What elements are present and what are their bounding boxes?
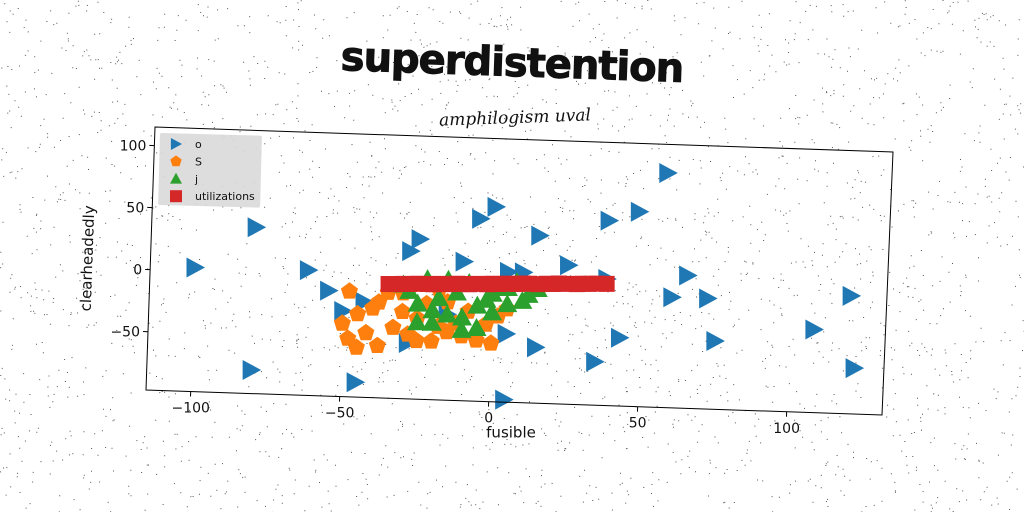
y-axis-ticks: −50 0 50 100 <box>110 139 155 341</box>
point-o-21 <box>610 327 630 348</box>
point-j-1 <box>407 293 428 312</box>
point-o-18 <box>586 351 605 372</box>
point-j-17 <box>518 284 539 303</box>
point-S-5 <box>357 323 375 341</box>
point-o-26 <box>699 288 718 309</box>
point-o-32 <box>346 372 366 393</box>
x-tick-label: 100 <box>773 421 800 437</box>
y-tick-label: 100 <box>120 139 147 155</box>
point-o-9 <box>455 251 475 272</box>
point-j-24 <box>407 312 428 331</box>
point-o-10 <box>472 208 491 229</box>
x-tick-label: −100 <box>171 401 209 417</box>
series-utilizations <box>380 275 615 293</box>
point-j-20 <box>451 319 472 338</box>
point-o-28 <box>805 319 824 340</box>
point-j-21 <box>466 317 487 336</box>
point-S-28 <box>407 331 425 349</box>
point-o-20 <box>600 210 620 231</box>
point-j-10 <box>467 295 488 314</box>
point-o-7 <box>411 229 431 250</box>
y-axis-label: clearheadedly <box>77 205 99 312</box>
point-j-22 <box>482 302 503 321</box>
legend-box <box>158 133 262 208</box>
legend-marker-utilizations <box>170 190 182 203</box>
point-j-3 <box>422 300 443 319</box>
point-o-11 <box>487 196 507 217</box>
data-marks <box>186 162 865 410</box>
point-S-0 <box>340 282 358 299</box>
legend-label-utilizations: utilizations <box>195 190 255 203</box>
point-o-31 <box>242 359 262 380</box>
y-tick-label: −50 <box>110 325 140 341</box>
legend-marker-o <box>170 138 182 150</box>
point-S-14 <box>422 332 440 349</box>
legend-marker-S <box>170 155 182 167</box>
axes-group: −100 −50 0 50 100 −50 0 50 100 fusible clearhea… <box>77 126 894 442</box>
point-S-6 <box>368 336 386 353</box>
point-o-25 <box>679 265 698 286</box>
point-S-1 <box>349 305 367 322</box>
legend-label-o: o <box>195 138 202 151</box>
x-tick-label: −50 <box>325 406 355 422</box>
legend-label-S: S <box>195 155 202 168</box>
point-S-9 <box>384 318 402 335</box>
point-j-8 <box>451 307 472 326</box>
point-o-4 <box>334 300 353 321</box>
x-tick-label: 0 <box>484 411 493 427</box>
point-utilizations-29 <box>598 275 615 292</box>
point-j-14 <box>497 294 518 313</box>
point-S-27 <box>364 299 382 316</box>
y-tick-label: 0 <box>133 263 142 279</box>
point-o-24 <box>663 287 682 308</box>
legend-label-j: j <box>194 173 198 186</box>
point-S-22 <box>482 334 500 351</box>
point-o-0 <box>186 257 205 278</box>
point-S-4 <box>347 338 365 355</box>
point-o-22 <box>630 201 650 222</box>
point-o-3 <box>320 280 339 301</box>
x-axis-label: fusible <box>486 424 536 442</box>
plot-frame <box>145 126 894 416</box>
point-o-29 <box>842 285 862 306</box>
x-tick-label: 50 <box>629 416 647 432</box>
point-j-19 <box>421 312 442 331</box>
point-o-16 <box>527 337 546 358</box>
point-j-6 <box>437 304 458 323</box>
point-o-33 <box>495 389 514 410</box>
legend: oSj utilizations <box>158 133 262 208</box>
point-o-30 <box>845 358 865 379</box>
point-o-14 <box>497 323 517 344</box>
point-o-6 <box>402 241 421 262</box>
point-o-27 <box>706 330 725 351</box>
point-S-10 <box>393 302 411 319</box>
point-j-4 <box>428 288 449 307</box>
legend-marker-j <box>170 172 182 184</box>
point-o-23 <box>659 162 678 183</box>
point-o-2 <box>299 260 319 281</box>
point-o-5 <box>355 291 375 312</box>
point-S-2 <box>333 314 351 331</box>
x-axis-ticks: −100 −50 0 50 100 <box>171 391 800 437</box>
point-o-1 <box>247 217 267 238</box>
y-tick-label: 50 <box>126 201 144 217</box>
point-o-17 <box>560 255 579 276</box>
point-o-15 <box>531 225 550 246</box>
